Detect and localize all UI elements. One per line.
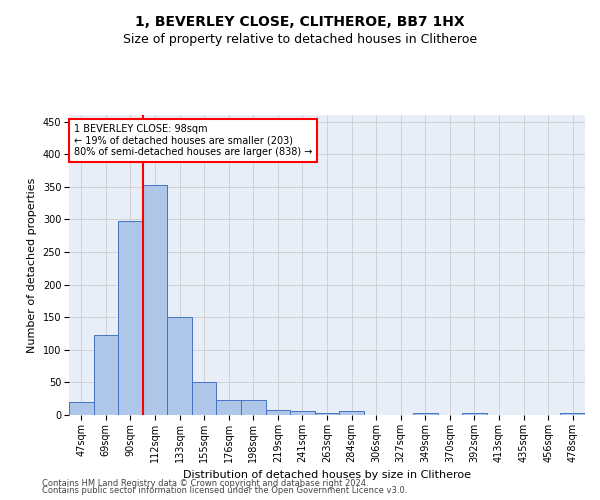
Bar <box>192 382 217 415</box>
Text: 1 BEVERLEY CLOSE: 98sqm
← 19% of detached houses are smaller (203)
80% of semi-d: 1 BEVERLEY CLOSE: 98sqm ← 19% of detache… <box>74 124 313 157</box>
Bar <box>315 413 339 415</box>
Bar <box>339 411 364 415</box>
Bar <box>241 400 266 415</box>
Bar <box>462 413 487 415</box>
Bar <box>143 185 167 415</box>
Bar <box>217 400 241 415</box>
Bar <box>290 411 315 415</box>
Text: Size of property relative to detached houses in Clitheroe: Size of property relative to detached ho… <box>123 32 477 46</box>
X-axis label: Distribution of detached houses by size in Clitheroe: Distribution of detached houses by size … <box>183 470 471 480</box>
Bar <box>560 413 585 415</box>
Text: Contains HM Land Registry data © Crown copyright and database right 2024.: Contains HM Land Registry data © Crown c… <box>42 478 368 488</box>
Bar <box>94 336 118 415</box>
Bar <box>69 402 94 415</box>
Text: Contains public sector information licensed under the Open Government Licence v3: Contains public sector information licen… <box>42 486 407 495</box>
Bar <box>118 220 143 415</box>
Text: 1, BEVERLEY CLOSE, CLITHEROE, BB7 1HX: 1, BEVERLEY CLOSE, CLITHEROE, BB7 1HX <box>135 15 465 29</box>
Bar <box>167 316 192 415</box>
Bar <box>413 413 437 415</box>
Bar <box>266 410 290 415</box>
Y-axis label: Number of detached properties: Number of detached properties <box>27 178 37 352</box>
